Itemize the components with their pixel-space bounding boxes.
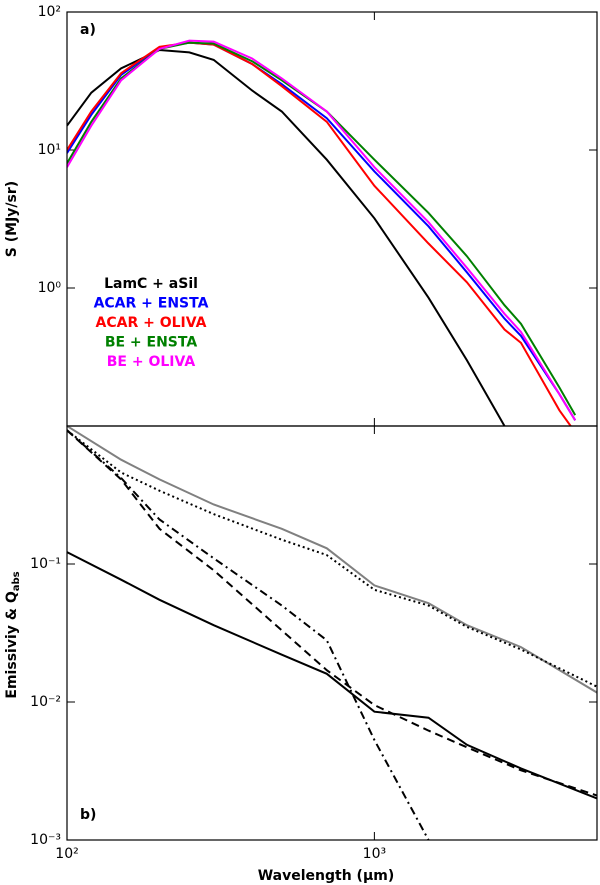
- legend-entry: BE + ENSTA: [105, 335, 198, 351]
- y-tick-label: 10⁻³: [30, 832, 61, 848]
- y-tick-label: 10⁻¹: [30, 556, 61, 572]
- legend-entry: LamC + aSil: [104, 276, 198, 292]
- series-line: [67, 429, 597, 688]
- y-tick-label: 10⁰: [38, 280, 62, 296]
- series-line: [67, 429, 430, 840]
- y-axis-label-sub: abs: [11, 571, 22, 591]
- plot-frame: [66, 425, 598, 841]
- y-tick-label: 10²: [38, 4, 61, 20]
- series-line: [67, 39, 577, 421]
- plot-lines: [67, 39, 577, 426]
- y-tick-label: 10¹: [38, 142, 61, 158]
- y-tick-label: 10⁻²: [30, 694, 61, 710]
- panel-label: b): [80, 807, 96, 823]
- series-line: [67, 48, 506, 426]
- x-axis-label: Wavelength (μm): [258, 868, 395, 884]
- y-axis-label: S (MJy/sr): [4, 181, 20, 257]
- legend-entry: ACAR + ENSTA: [94, 296, 209, 312]
- legend-entry: BE + OLIVA: [107, 354, 196, 370]
- y-axis-label-main: Emissiviy & Q: [4, 591, 20, 698]
- series-line: [67, 426, 597, 694]
- series-line: [67, 41, 572, 426]
- x-tick-label: 10²: [55, 846, 78, 862]
- series-line: [67, 429, 597, 797]
- panel-label: a): [80, 22, 96, 38]
- y-axis-label: Emissiviy & Qabs: [4, 571, 22, 698]
- series-line: [67, 41, 577, 421]
- legend-entry: ACAR + OLIVA: [96, 315, 207, 331]
- x-tick-label: 10³: [363, 846, 386, 862]
- series-line: [67, 551, 597, 800]
- plot-lines: [67, 426, 597, 840]
